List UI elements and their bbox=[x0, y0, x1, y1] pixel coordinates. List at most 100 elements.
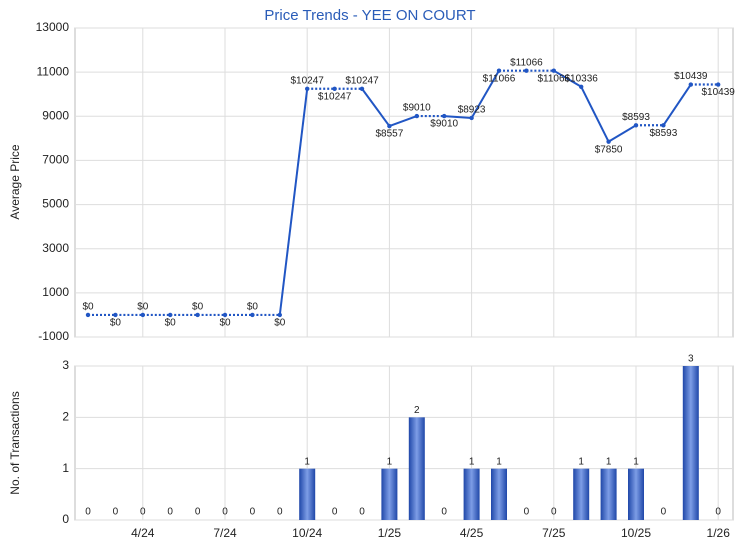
x-tick-label: 10/25 bbox=[621, 526, 651, 540]
data-label: $11066 bbox=[483, 73, 516, 84]
data-label: $10247 bbox=[318, 91, 352, 102]
data-label: 0 bbox=[85, 507, 91, 518]
data-label: $0 bbox=[82, 302, 94, 313]
bar bbox=[600, 468, 617, 520]
data-label: 1 bbox=[469, 456, 475, 467]
line-segment bbox=[580, 86, 610, 143]
point bbox=[633, 123, 639, 128]
y-tick-label: 7000 bbox=[42, 153, 69, 167]
data-label: $8593 bbox=[622, 112, 650, 123]
point bbox=[113, 312, 118, 318]
data-label: 1 bbox=[633, 456, 639, 467]
data-label: $9010 bbox=[403, 103, 431, 114]
y-axis-title: Average Price bbox=[8, 144, 22, 219]
data-label: 0 bbox=[332, 507, 338, 518]
data-label: $10439 bbox=[674, 71, 708, 82]
point bbox=[661, 123, 666, 128]
data-label: 0 bbox=[524, 507, 530, 518]
line-segment bbox=[608, 124, 637, 143]
point bbox=[551, 68, 556, 73]
data-label: $0 bbox=[192, 302, 204, 313]
data-label: 1 bbox=[606, 456, 612, 467]
x-tick-label: 4/25 bbox=[460, 526, 484, 540]
plot-area bbox=[74, 27, 734, 338]
y-tick-label: 3000 bbox=[42, 241, 69, 255]
point bbox=[524, 68, 529, 73]
bar bbox=[299, 468, 316, 520]
line-segment bbox=[470, 70, 500, 119]
data-label: $10439 bbox=[702, 87, 736, 98]
point bbox=[305, 86, 310, 91]
bar bbox=[628, 468, 644, 520]
data-label: 3 bbox=[688, 354, 694, 365]
y-tick-label: 5000 bbox=[42, 197, 69, 211]
point bbox=[496, 68, 502, 73]
line-segment bbox=[389, 115, 418, 128]
line-segment bbox=[444, 115, 472, 119]
x-tick-label: 4/24 bbox=[131, 526, 155, 540]
x-tick-label: 1/26 bbox=[707, 526, 731, 540]
point bbox=[688, 82, 693, 87]
data-label: $0 bbox=[110, 318, 122, 329]
data-label: $10247 bbox=[345, 75, 379, 86]
bar bbox=[408, 417, 425, 520]
bar bbox=[573, 468, 590, 520]
data-label: $8557 bbox=[375, 129, 403, 140]
y-tick-label: 0 bbox=[62, 512, 69, 526]
point bbox=[222, 312, 228, 318]
data-label: $11066 bbox=[510, 57, 543, 68]
data-label: $8593 bbox=[649, 128, 677, 139]
data-label: $10336 bbox=[565, 73, 599, 84]
y-tick-label: -1000 bbox=[38, 329, 69, 343]
data-label: 1 bbox=[496, 456, 502, 467]
data-label: 1 bbox=[304, 456, 310, 467]
x-tick-label: 1/25 bbox=[378, 526, 402, 540]
x-tick-label: 7/25 bbox=[542, 526, 566, 540]
y-tick-label: 2 bbox=[62, 410, 69, 424]
y-tick-label: 1 bbox=[62, 461, 69, 475]
point bbox=[168, 312, 173, 318]
data-label: 0 bbox=[661, 507, 667, 518]
y-axis-title: No. of Transactions bbox=[8, 391, 22, 494]
point bbox=[250, 312, 255, 318]
data-label: $0 bbox=[165, 318, 177, 329]
x-tick-label: 10/24 bbox=[292, 526, 322, 540]
data-label: $9010 bbox=[430, 119, 458, 130]
data-label: $7850 bbox=[595, 144, 623, 155]
bar bbox=[463, 468, 480, 520]
data-label: 1 bbox=[387, 456, 393, 467]
point bbox=[387, 123, 392, 129]
point bbox=[359, 86, 365, 91]
line-segment bbox=[662, 83, 692, 126]
point bbox=[140, 312, 145, 318]
line-segment bbox=[553, 69, 582, 88]
data-label: 0 bbox=[715, 507, 721, 518]
point bbox=[579, 84, 584, 89]
data-label: 0 bbox=[277, 507, 283, 518]
data-label: 1 bbox=[578, 456, 584, 467]
y-tick-label: 13000 bbox=[36, 20, 70, 34]
data-label: $0 bbox=[219, 318, 231, 329]
point bbox=[606, 139, 611, 144]
point bbox=[469, 115, 474, 121]
point bbox=[195, 312, 200, 318]
data-label: 0 bbox=[167, 507, 173, 518]
bar bbox=[682, 366, 699, 520]
point bbox=[414, 113, 419, 119]
y-tick-label: 3 bbox=[62, 358, 69, 372]
data-label: 2 bbox=[414, 405, 420, 416]
data-label: $0 bbox=[247, 302, 259, 313]
data-label: $11066 bbox=[537, 73, 570, 84]
data-label: 0 bbox=[441, 507, 447, 518]
data-label: $10247 bbox=[291, 75, 325, 86]
bar bbox=[491, 468, 507, 520]
data-label: $0 bbox=[274, 318, 286, 329]
line-segment bbox=[361, 88, 391, 127]
plot-area bbox=[74, 365, 734, 521]
data-label: $0 bbox=[137, 302, 149, 313]
data-label: 0 bbox=[113, 507, 119, 518]
data-label: 0 bbox=[140, 507, 146, 518]
data-label: 0 bbox=[222, 507, 228, 518]
line-segment bbox=[278, 88, 309, 316]
